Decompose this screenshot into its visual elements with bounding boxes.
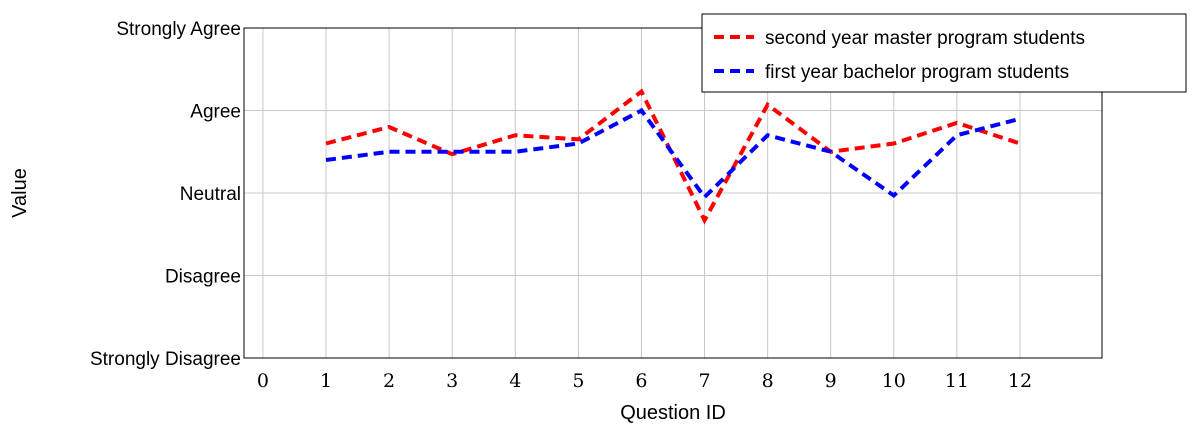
x-tick-label: 7 [698,370,710,392]
plot-area-frame [243,27,1103,359]
y-tick-label: Neutral [180,184,241,205]
y-tick-label: Disagree [165,267,241,288]
y-tick-label: Strongly Disagree [90,349,241,370]
legend-label: first year bachelor program students [765,62,1069,83]
y-tick-label: Agree [190,102,241,123]
y-tick-label: Strongly Agree [116,19,241,40]
x-tick-label: 0 [257,370,269,392]
legend-label: second year master program students [765,28,1085,49]
x-tick-label: 5 [572,370,584,392]
legend: second year master program students first… [701,13,1187,93]
x-tick-label: 11 [945,370,969,392]
y-axis-label: Value [9,168,31,218]
x-tick-label: 6 [635,370,647,392]
x-tick-label: 2 [383,370,395,392]
x-tick-label: 3 [446,370,458,392]
y-tick-labels: Strongly Disagree Disagree Neutral Agree Str… [90,19,241,370]
legend-box [701,13,1187,93]
x-tick-label: 4 [509,370,521,392]
x-tick-label: 12 [1008,370,1032,392]
x-axis-label: Question ID [620,402,726,424]
x-tick-label: 8 [762,370,774,392]
x-tick-label: 1 [320,370,332,392]
series-line-2 [325,107,1021,201]
x-tick-label: 10 [882,370,906,392]
x-tick-labels: 0 1 2 3 4 5 6 7 8 9 10 11 12 [257,370,1032,392]
x-tick-label: 9 [825,370,837,392]
series-layer [325,88,1021,225]
series-line-1 [325,88,1021,225]
